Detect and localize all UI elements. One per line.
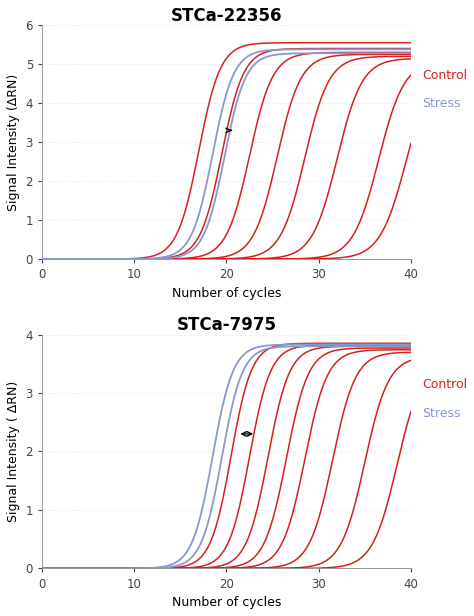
Title: STCa-22356: STCa-22356 xyxy=(171,7,282,25)
Text: Control: Control xyxy=(422,70,467,83)
X-axis label: Number of cycles: Number of cycles xyxy=(172,286,281,299)
Text: Control: Control xyxy=(422,378,467,391)
Y-axis label: Signal Intensity ( ΔRN): Signal Intensity ( ΔRN) xyxy=(7,381,20,522)
Y-axis label: Signal Intensity (ΔRN): Signal Intensity (ΔRN) xyxy=(7,73,20,211)
Text: Stress: Stress xyxy=(422,407,460,420)
Text: Stress: Stress xyxy=(422,97,460,110)
Title: STCa-7975: STCa-7975 xyxy=(176,317,276,334)
X-axis label: Number of cycles: Number of cycles xyxy=(172,596,281,609)
